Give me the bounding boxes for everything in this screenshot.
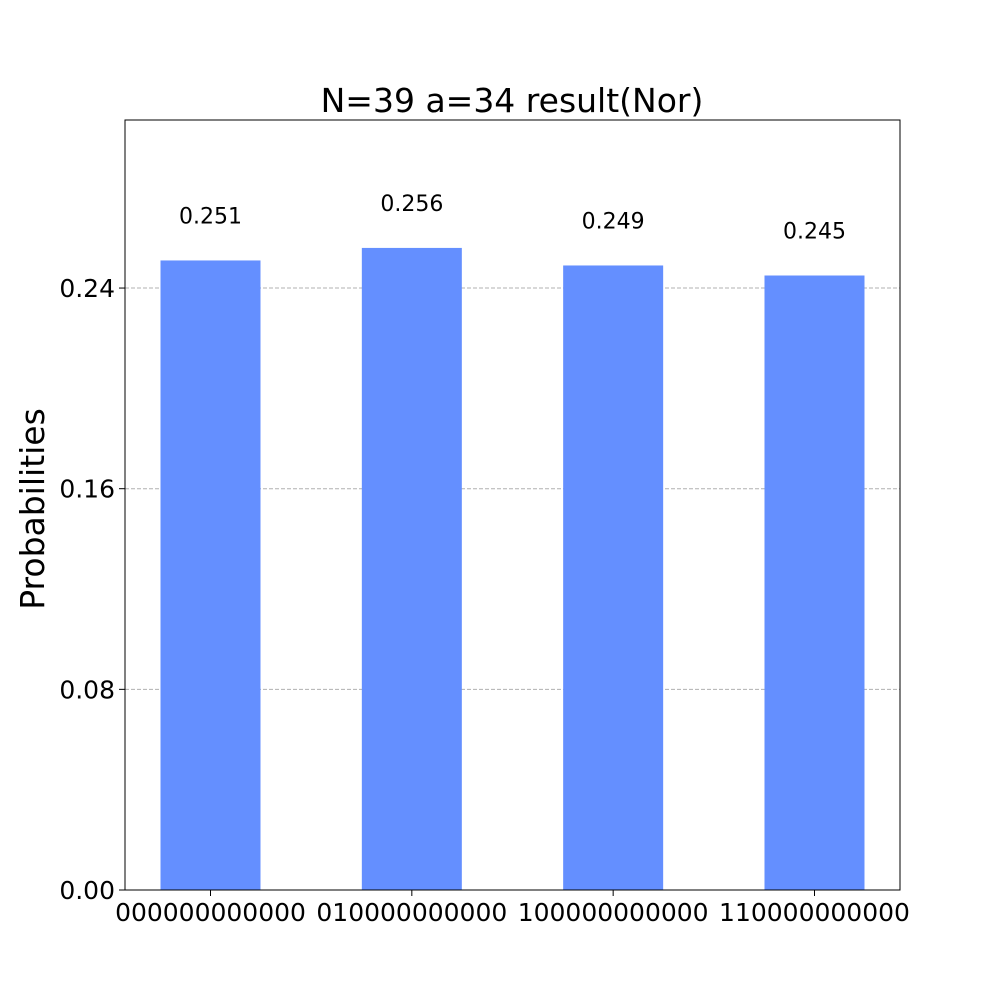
x-tick-label: 100000000000 (518, 898, 709, 927)
data-label: 0.251 (179, 204, 242, 229)
bar (361, 247, 462, 891)
x-axis-ticks: 000000000000 010000000000 100000000000 1100… (115, 890, 910, 927)
bar (160, 260, 261, 890)
x-tick-label: 010000000000 (316, 898, 507, 927)
y-tick-label: 0.16 (59, 475, 115, 504)
y-tick-label: 0.08 (59, 675, 115, 704)
plot-frame (124, 119, 901, 891)
data-label: 0.249 (582, 209, 645, 234)
bar (764, 275, 865, 890)
y-tick-label: 0.00 (59, 876, 115, 905)
data-label: 0.245 (783, 220, 846, 245)
x-tick-label: 110000000000 (719, 898, 910, 927)
chart-title: N=39 a=34 result(Nor) (321, 81, 704, 120)
y-axis-label: Probabilities (13, 408, 52, 610)
data-labels: 0.251 0.256 0.249 0.245 (179, 192, 846, 245)
y-tick-label: 0.24 (59, 274, 115, 303)
x-tick-label: 000000000000 (115, 898, 306, 927)
bars (160, 247, 865, 891)
data-label: 0.256 (380, 192, 443, 217)
y-axis-ticks: 0.00 0.08 0.16 0.24 (59, 274, 125, 905)
bar (563, 265, 664, 891)
